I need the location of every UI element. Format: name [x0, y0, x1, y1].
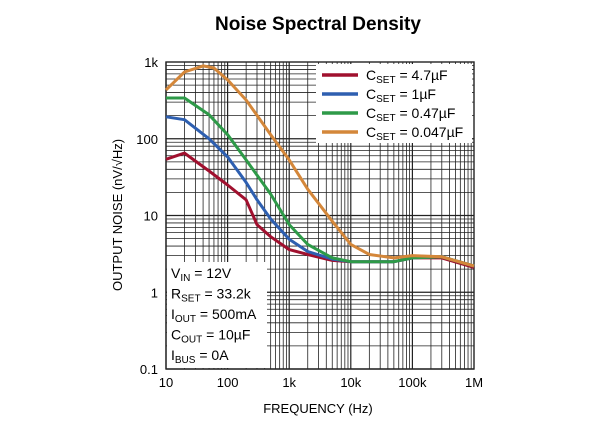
conditions-box [167, 262, 267, 368]
x-tick-label: 10k [340, 375, 361, 390]
y-tick-label: 1 [151, 285, 158, 300]
series-line [164, 64, 475, 268]
x-tick-label: 1M [465, 375, 483, 390]
condition-label: VIN = 12V [171, 265, 232, 284]
legend-box [316, 64, 472, 143]
y-tick-label: 100 [136, 132, 158, 147]
y-tick-label: 0.1 [140, 362, 158, 377]
plot-frame [165, 61, 475, 370]
series-line [166, 96, 475, 268]
condition-label: RSET = 33.2k [171, 286, 252, 305]
x-tick-label: 100 [217, 375, 239, 390]
legend-label: CSET = 0.47µF [366, 105, 455, 124]
x-tick-label: 1k [282, 375, 296, 390]
condition-label: COUT = 10µF [171, 327, 250, 346]
chart-title: Noise Spectral Density [215, 14, 421, 35]
condition-label: IOUT = 500mA [171, 306, 257, 325]
legend-label: CSET = 4.7µF [366, 67, 448, 86]
y-tick-label: 1k [144, 55, 158, 70]
legend-label: CSET = 0.047µF [366, 124, 463, 143]
x-axis-label: FREQUENCY (Hz) [263, 401, 373, 416]
legend-label: CSET = 1µF [366, 86, 436, 105]
y-axis-label: OUTPUT NOISE (nV/√Hz) [110, 139, 125, 291]
x-tick-label: 100k [398, 375, 427, 390]
condition-label: IBUS = 0A [171, 347, 229, 366]
y-tick-label: 10 [144, 209, 158, 224]
x-tick-label: 10 [159, 375, 173, 390]
